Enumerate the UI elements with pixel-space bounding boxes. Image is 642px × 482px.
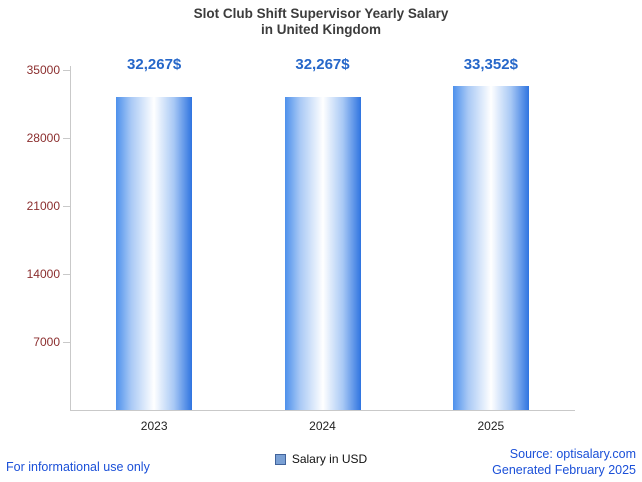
chart-title-line1: Slot Club Shift Supervisor Yearly Salary: [193, 6, 449, 21]
x-tick-label: 2025: [477, 419, 505, 433]
bar-2024[interactable]: [284, 96, 361, 410]
legend-swatch-icon: [274, 453, 286, 465]
x-axis-line: [70, 410, 575, 411]
bar-value-label: 32,267$: [295, 56, 350, 73]
y-tick-label: 35000: [26, 63, 60, 77]
y-tick-mark: [63, 70, 70, 71]
bar-2023[interactable]: [116, 96, 193, 410]
legend: Salary in USD: [0, 452, 642, 466]
y-axis-line: [70, 66, 71, 411]
y-tick-label: 7000: [33, 335, 60, 349]
y-tick-label: 28000: [26, 131, 60, 145]
chart-title: Slot Club Shift Supervisor Yearly Salary…: [0, 6, 642, 38]
legend-label: Salary in USD: [291, 452, 368, 466]
y-tick-mark: [63, 206, 70, 207]
x-tick-label: 2023: [140, 419, 168, 433]
y-tick-mark: [63, 138, 70, 139]
x-tick-label: 2024: [309, 419, 336, 433]
disclaimer-text: For informational use only: [6, 460, 150, 474]
bar-value-label: 33,352$: [463, 56, 518, 73]
y-tick-label: 21000: [26, 199, 60, 213]
y-tick-label: 14000: [26, 267, 60, 281]
y-tick-mark: [63, 342, 70, 343]
bar-2025[interactable]: [452, 86, 529, 410]
chart-title-line2: in United Kingdom: [261, 22, 381, 37]
source-text[interactable]: Source: optisalary.com: [509, 447, 636, 461]
source-block: Source: optisalary.com Generated Februar…: [492, 446, 636, 478]
generated-text: Generated February 2025: [492, 463, 636, 477]
y-tick-mark: [63, 274, 70, 275]
bar-value-label: 32,267$: [127, 56, 182, 73]
